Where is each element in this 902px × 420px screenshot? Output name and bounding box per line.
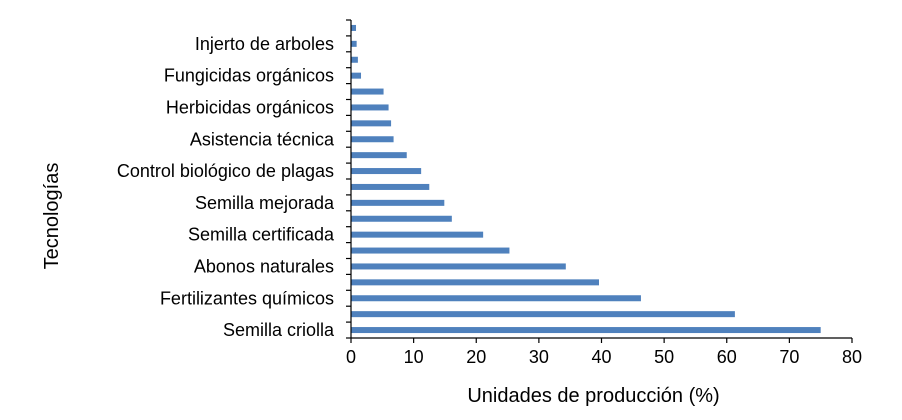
category-label: Semilla certificada [188,225,335,245]
category-label: Semilla criolla [223,320,335,340]
bar [351,279,599,286]
bar [351,327,821,334]
bar [351,104,389,111]
bar [351,231,484,238]
category-label: Semilla mejorada [195,193,335,213]
category-label: Fungicidas orgánicos [164,66,334,86]
bar [351,183,430,190]
category-label: Herbicidas orgánicos [166,97,334,117]
bar [351,263,566,270]
bar [351,152,407,159]
bar [351,168,422,175]
x-tick-label: 70 [779,347,799,367]
bar [351,295,641,302]
x-tick-marks [350,338,853,343]
x-tick-label: 50 [654,347,674,367]
category-label: Asistencia técnica [190,129,335,149]
x-tick-label: 20 [466,347,486,367]
bar [351,311,735,318]
y-tick-marks [346,19,351,339]
x-tick-label: 60 [717,347,737,367]
x-tick-label: 40 [591,347,611,367]
category-label: Fertilizantes químicos [160,288,334,308]
x-axis-title: Unidades de producción (%) [467,385,719,407]
bar [351,72,362,79]
x-tick-label: 0 [346,347,356,367]
category-labels: Semilla criolla Fertilizantes químicos Abo… [117,34,335,340]
x-tick-labels: 0 10 20 30 40 50 60 70 80 [346,347,862,367]
x-tick-label: 30 [529,347,549,367]
x-tick-label: 10 [404,347,424,367]
bar [351,40,357,47]
category-label: Abonos naturales [194,256,334,276]
bars-group [351,24,821,334]
bar [351,199,445,206]
bar [351,215,452,222]
category-label: Control biológico de plagas [117,161,334,181]
bar [351,247,510,254]
bar [351,136,394,143]
bar [351,88,384,95]
bar [351,56,358,63]
category-label: Injerto de arboles [195,34,334,54]
bar [351,120,392,127]
x-tick-label: 80 [842,347,862,367]
bar [351,24,357,31]
y-axis-title: Tecnologías [41,163,63,270]
